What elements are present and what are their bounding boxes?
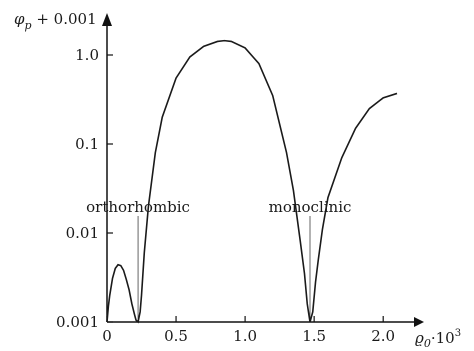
x-tick-label: 1.5 [302,327,326,345]
y-tick-label: 0.1 [75,135,99,153]
annotation-label: orthorhombic [86,198,190,216]
x-tick-label: 2.0 [371,327,395,345]
annotation-label: monoclinic [269,198,352,216]
x-axis-label-sup: 3 [455,328,461,339]
x-axis-label-base: ϱ [415,329,424,347]
y-axis-label: φp + 0.001 [14,10,97,32]
y-tick-label: 1.0 [75,46,99,64]
y-axis-label-sub: p [25,19,32,32]
series-line [106,39,398,324]
x-axis-label-sub: 0 [424,337,431,350]
y-tick-label: 0.001 [56,313,99,331]
y-tick-label: 0.01 [66,224,99,242]
axes [102,13,424,327]
x-axis-label: ϱ0·103 [415,328,461,350]
x-axis-label-mid: ·10 [431,329,455,347]
x-tick-label: 0 [102,327,112,345]
x-axis-arrow [414,317,424,327]
y-axis-label-rest: + 0.001 [32,10,97,28]
y-axis-label-base: φ [14,10,25,28]
annotations: orthorhombic monoclinic [86,198,351,322]
ticks: 0 0.5 1.0 1.5 2.0 0.001 0.01 0.1 1.0 [56,46,395,345]
x-tick-label: 0.5 [164,327,188,345]
y-axis-arrow [102,13,112,26]
x-tick-label: 1.0 [233,327,257,345]
